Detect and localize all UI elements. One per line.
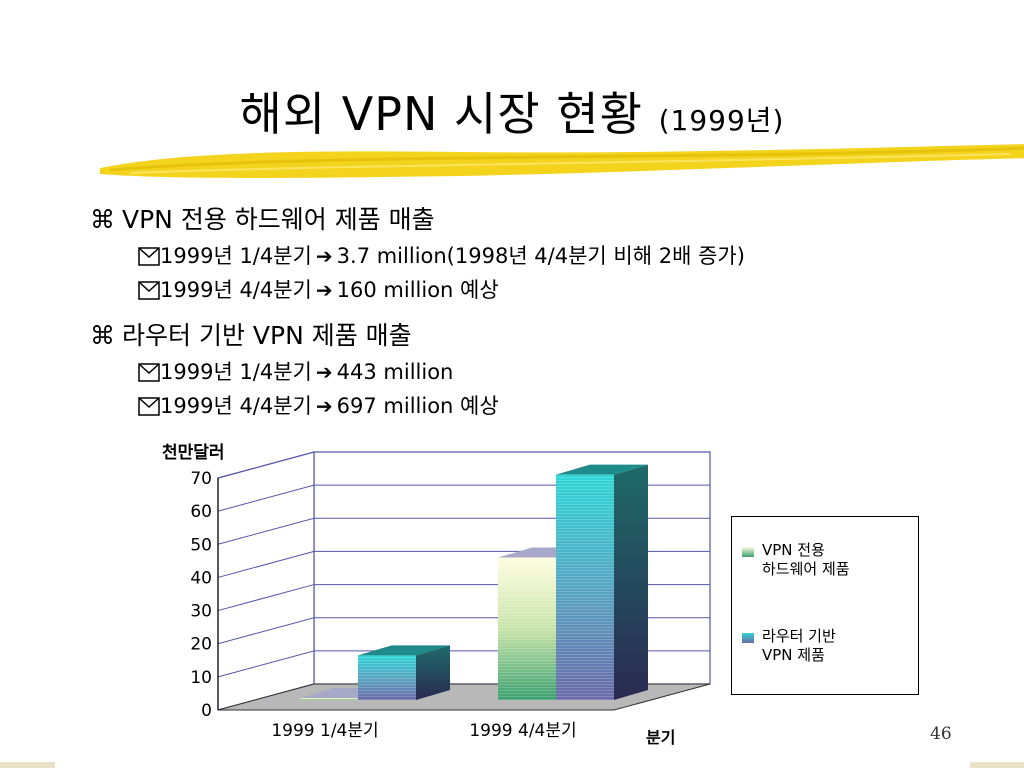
bar-side [416,645,450,700]
y-tick-label: 70 [190,469,212,489]
bar-side [614,464,648,700]
bar-stripes [358,655,416,700]
bar-2-2 [556,464,648,700]
chart-axis: 0 10 20 30 40 50 60 70 1999 1/4분기 1999 4/4분기 [190,469,576,741]
y-tick-label: 40 [190,568,212,588]
sub-lead: 1999년 1/4분기 [160,360,312,384]
footer-bar-right [970,762,1024,768]
legend-label: 라우터 기반 VPN 제품 [762,627,836,664]
chart-xlabel: 분기 [646,728,676,747]
bar-stripes [300,698,358,700]
arrow-right-icon: ➔ [315,278,333,302]
bar-2-1 [358,645,450,700]
bullet-2: ⌘ 라우터 기반 VPN 제품 매출 [90,316,412,352]
command-icon: ⌘ [90,321,115,350]
chart-side-wall [217,451,315,711]
slide-title: 해외 VPN 시장 현황 (1999년) [0,78,1024,144]
page-number: 46 [930,724,952,744]
checkbox-icon [138,363,160,382]
legend-swatch [742,547,754,557]
bullet-1-sub-2: 1999년 4/4분기 ➔ 160 million 예상 [138,274,499,304]
arrow-right-icon: ➔ [315,360,333,384]
chart-bars [300,464,648,700]
bar-stripes [556,474,614,700]
x-tick-label: 1999 4/4분기 [469,721,576,741]
bar-top [358,645,450,656]
bullet-2-sub-1: 1999년 1/4분기 ➔ 443 million [138,356,453,386]
y-tick-label: 30 [190,602,212,622]
checkbox-icon [138,281,160,300]
bullet-2-sub-2: 1999년 4/4분기 ➔ 697 million 예상 [138,390,499,420]
sub-lead: 1999년 4/4분기 [160,394,312,418]
chart-legend: VPN 전용 하드웨어 제품 라우터 기반 VPN 제품 [731,516,919,695]
bar-stripes [498,557,556,700]
command-icon: ⌘ [90,205,115,234]
legend-swatch [742,633,754,643]
bullet-2-text: 라우터 기반 VPN 제품 매출 [122,321,412,350]
bullet-1-text: VPN 전용 하드웨어 제품 매출 [122,205,435,234]
arrow-right-icon: ➔ [315,244,333,268]
y-tick-label: 20 [190,635,212,655]
sub-tail: 3.7 million(1998년 4/4분기 비해 2배 증가) [336,244,745,268]
legend-label: VPN 전용 하드웨어 제품 [762,541,850,578]
bullet-1-sub-1: 1999년 1/4분기 ➔ 3.7 million(1998년 4/4분기 비해 2… [138,240,745,270]
sub-tail: 160 million 예상 [336,278,499,302]
chart-ylabel: 천만달러 [162,443,225,463]
bar-top [556,464,648,475]
sub-lead: 1999년 1/4분기 [160,244,312,268]
yellow-brush-stroke [100,144,1024,178]
y-tick-label: 60 [190,502,212,522]
arrow-right-icon: ➔ [315,394,333,418]
title-main: 해외 VPN 시장 현황 [239,87,643,141]
bullet-1: ⌘ VPN 전용 하드웨어 제품 매출 [90,200,435,236]
checkbox-icon [138,397,160,416]
title-year: (1999년) [658,104,785,137]
chart-gridline [217,451,710,479]
footer-bar-left [0,762,55,768]
sub-tail: 443 million [336,360,454,384]
y-tick-label: 10 [190,668,212,688]
y-tick-label: 0 [201,701,212,721]
x-tick-label: 1999 1/4분기 [271,721,378,741]
y-tick-label: 50 [190,535,212,555]
sub-tail: 697 million 예상 [336,394,499,418]
sub-lead: 1999년 4/4분기 [160,278,312,302]
checkbox-icon [138,247,160,266]
